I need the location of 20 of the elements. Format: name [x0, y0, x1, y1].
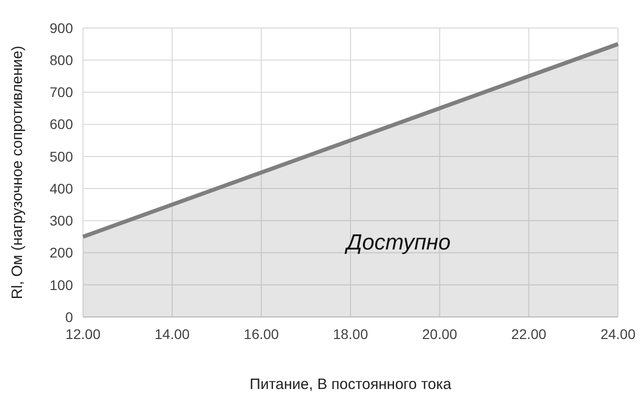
- x-tick-label: 24.00: [600, 326, 636, 342]
- y-tick-label: 800: [50, 52, 74, 68]
- x-tick-label: 22.00: [511, 326, 547, 342]
- x-tick-label: 18.00: [332, 326, 368, 342]
- y-tick-label: 700: [50, 84, 74, 100]
- y-tick-label: 300: [50, 212, 74, 229]
- y-tick-label: 400: [50, 180, 74, 196]
- y-tick-label: 900: [50, 20, 74, 36]
- y-axis-title: Rl, Ом (нагрузочное сопротивление): [9, 46, 26, 300]
- x-tick-label: 20.00: [422, 326, 458, 342]
- y-tick-label: 500: [50, 148, 74, 164]
- x-tick-label: 16.00: [244, 326, 280, 342]
- annotation: Доступно: [344, 230, 451, 255]
- y-tick-label: 0: [65, 308, 74, 325]
- x-axis-title: Питание, В постоянного тока: [250, 376, 452, 393]
- x-tick-label: 12.00: [65, 326, 101, 342]
- x-tick-label: 14.00: [154, 326, 190, 342]
- y-tick-label: 200: [50, 244, 74, 261]
- y-tick-label: 100: [50, 276, 74, 293]
- y-tick-label: 600: [50, 116, 74, 132]
